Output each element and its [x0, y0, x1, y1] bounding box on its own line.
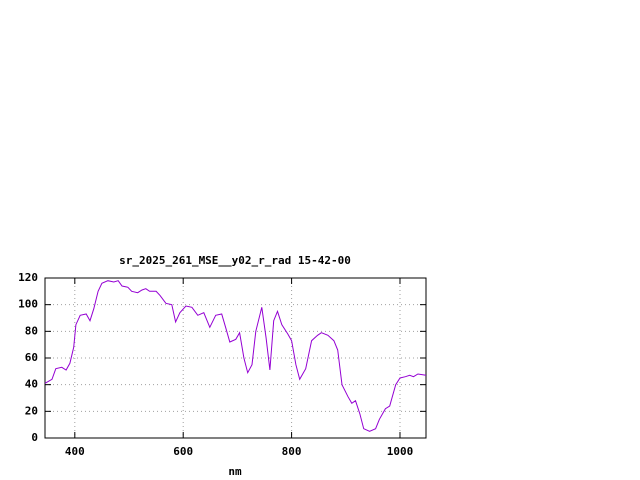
plot-frame — [44, 277, 427, 439]
chart-title: sr_2025_261_MSE__y02_r_rad 15-42-00 — [119, 254, 351, 267]
data-line — [44, 280, 427, 432]
y-tick-label: 0 — [31, 431, 38, 444]
x-tick-label: 600 — [173, 445, 193, 458]
y-tick-label: 20 — [25, 404, 38, 417]
y-tick-label: 100 — [18, 298, 38, 311]
x-tick-label: 800 — [282, 445, 302, 458]
x-tick-label: 400 — [65, 445, 85, 458]
x-axis-label: nm — [228, 465, 242, 478]
y-tick-label: 60 — [25, 351, 38, 364]
y-tick-label: 80 — [25, 324, 38, 337]
x-tick-label: 1000 — [387, 445, 414, 458]
y-tick-label: 120 — [18, 271, 38, 284]
y-tick-label: 40 — [25, 378, 38, 391]
